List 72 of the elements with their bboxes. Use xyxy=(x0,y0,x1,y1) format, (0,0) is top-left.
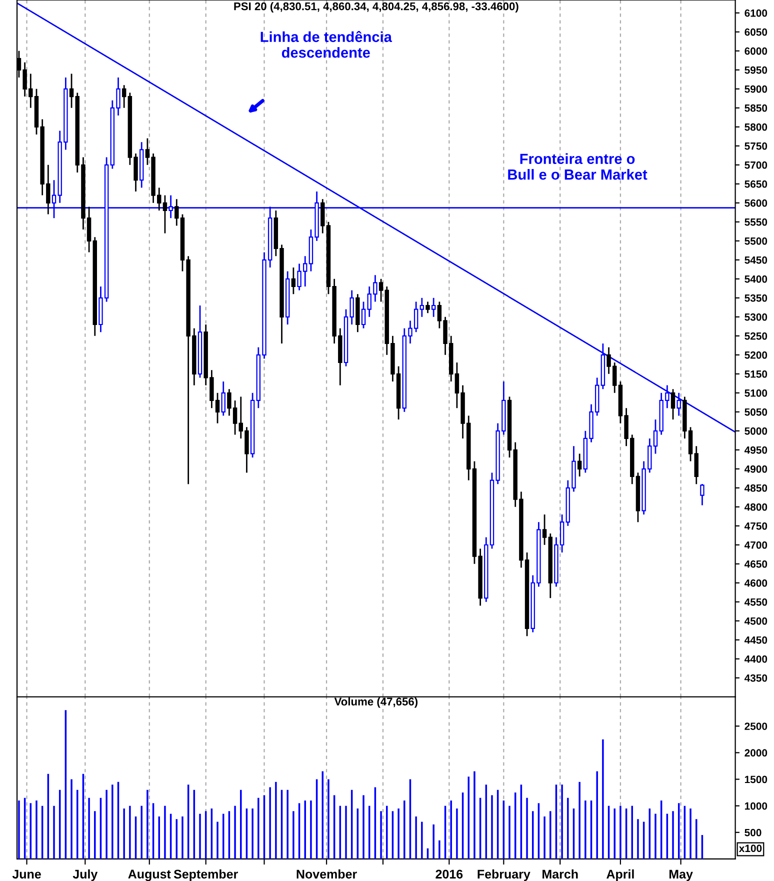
x-tick-label: November xyxy=(296,869,357,879)
annotation: Linha de tendência descendente xyxy=(260,31,392,58)
y-tick-label: 1500 xyxy=(744,776,768,784)
y-tick-label: 2000 xyxy=(744,749,768,757)
y-tick-label: 5650 xyxy=(744,180,768,188)
candlestick xyxy=(694,445,698,485)
x-tick-label: August xyxy=(128,870,171,881)
y-tick-label: 4400 xyxy=(744,655,768,663)
y-tick-label: 2500 xyxy=(744,722,768,730)
y-tick-label: 4550 xyxy=(744,598,768,606)
y-tick-label: 4950 xyxy=(744,446,768,454)
y-tick-label: 5700 xyxy=(744,161,768,169)
candlestick xyxy=(700,483,704,506)
y-tick-label: 5150 xyxy=(744,370,768,378)
x-tick-label: April xyxy=(606,869,634,881)
y-tick-label: 4600 xyxy=(744,579,768,587)
candlestick xyxy=(378,278,384,302)
candlestick xyxy=(122,84,126,109)
y-tick-label: 6100 xyxy=(744,9,768,17)
y-tick-label: 6050 xyxy=(744,28,768,36)
candlestick xyxy=(162,194,168,234)
candlestick xyxy=(320,198,325,234)
y-tick-label: 5800 xyxy=(744,123,768,131)
y-tick-label: 5900 xyxy=(744,85,768,93)
chart-title: PSI 20 (4,830.51, 4,860.34, 4,804.25, 4,856.98, -33.4600) xyxy=(234,2,518,12)
y-tick-label: 5450 xyxy=(744,256,768,264)
candlestick xyxy=(577,452,582,478)
y-tick-label: 5600 xyxy=(744,199,768,207)
x-tick-label: September xyxy=(174,869,238,881)
y-tick-label: 5750 xyxy=(744,142,768,150)
x-tick-label: June xyxy=(12,870,41,879)
y-tick-label: 5950 xyxy=(744,66,768,74)
candlestick xyxy=(221,380,226,416)
y-tick-label: 1000 xyxy=(744,802,768,810)
y-tick-label: 4850 xyxy=(744,484,768,492)
y-tick-label: 5850 xyxy=(744,104,768,112)
x-tick-label: March xyxy=(542,869,578,879)
y-tick-label: 4800 xyxy=(744,503,768,511)
y-tick-label: 5300 xyxy=(744,313,768,321)
candlestick xyxy=(676,392,681,416)
y-tick-label: 500 xyxy=(744,828,762,836)
y-tick-label: 4900 xyxy=(744,465,768,473)
y-tick-label: 4650 xyxy=(744,560,768,568)
y-tick-label: 4750 xyxy=(744,522,768,530)
candlestick xyxy=(670,388,676,420)
candlestick xyxy=(291,266,296,295)
candlestick xyxy=(426,301,430,314)
y-tick-label: 5250 xyxy=(744,332,768,340)
candlestick xyxy=(431,297,436,318)
y-tick-label: 6000 xyxy=(744,47,768,55)
candlestick xyxy=(420,297,424,318)
y-tick-label: 5400 xyxy=(744,275,768,283)
x-tick-label: July xyxy=(72,869,98,881)
y-tick-label: 5200 xyxy=(744,351,768,359)
y-tick-label: 5000 xyxy=(744,427,768,435)
annotation: Fronteira entre o Bull e o Bear Market xyxy=(508,153,648,180)
y-tick-label: 4450 xyxy=(744,636,768,644)
x-tick-label: 2016 xyxy=(436,870,463,879)
y-tick-label: 5350 xyxy=(744,294,768,302)
candlestick xyxy=(542,514,547,546)
y-tick-label: 4350 xyxy=(744,674,768,682)
y-tick-label: 4500 xyxy=(744,617,768,625)
y-tick-label: 4700 xyxy=(744,541,768,549)
y-tick-label: 5050 xyxy=(744,408,768,416)
text: x100 xyxy=(738,844,762,852)
y-tick-label: 5100 xyxy=(744,389,768,397)
chart-title: Volume (47,656) xyxy=(334,697,418,708)
x-tick-label: February xyxy=(478,869,530,881)
candlestick xyxy=(69,73,74,109)
y-tick-label: 5550 xyxy=(744,218,768,226)
x-tick-label: May xyxy=(669,870,693,881)
y-tick-label: 5500 xyxy=(744,237,768,245)
